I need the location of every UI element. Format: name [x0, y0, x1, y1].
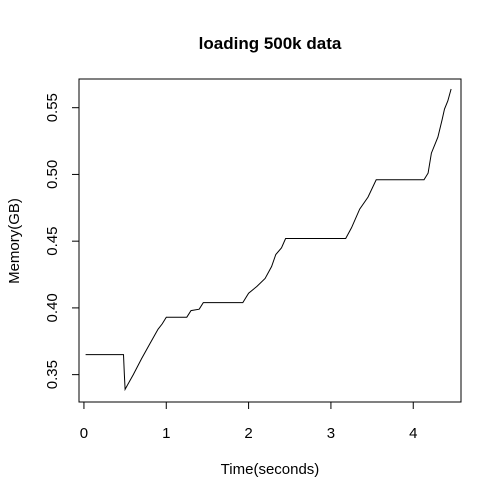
y-axis-label: Memory(GB)	[6, 198, 23, 284]
y-tick-label: 0.55	[44, 93, 61, 122]
x-tick-label: 3	[327, 425, 335, 442]
memory-series-line	[85, 88, 452, 392]
y-tick-label: 0.50	[44, 160, 61, 189]
x-axis: 0 1 2 3 4	[80, 401, 417, 442]
plot-frame	[78, 78, 462, 403]
x-axis-label: Time(seconds)	[221, 461, 320, 478]
x-tick-label: 1	[162, 425, 170, 442]
y-tick-label: 0.45	[44, 227, 61, 256]
y-tick-label: 0.35	[44, 360, 61, 389]
x-tick-label: 4	[409, 425, 417, 442]
y-tick-label: 0.40	[44, 293, 61, 322]
chart-title: loading 500k data	[199, 34, 342, 53]
x-tick-label: 0	[80, 425, 88, 442]
x-tick-label: 2	[244, 425, 252, 442]
y-axis: 0.35 0.40 0.45 0.50 0.55	[44, 93, 80, 389]
